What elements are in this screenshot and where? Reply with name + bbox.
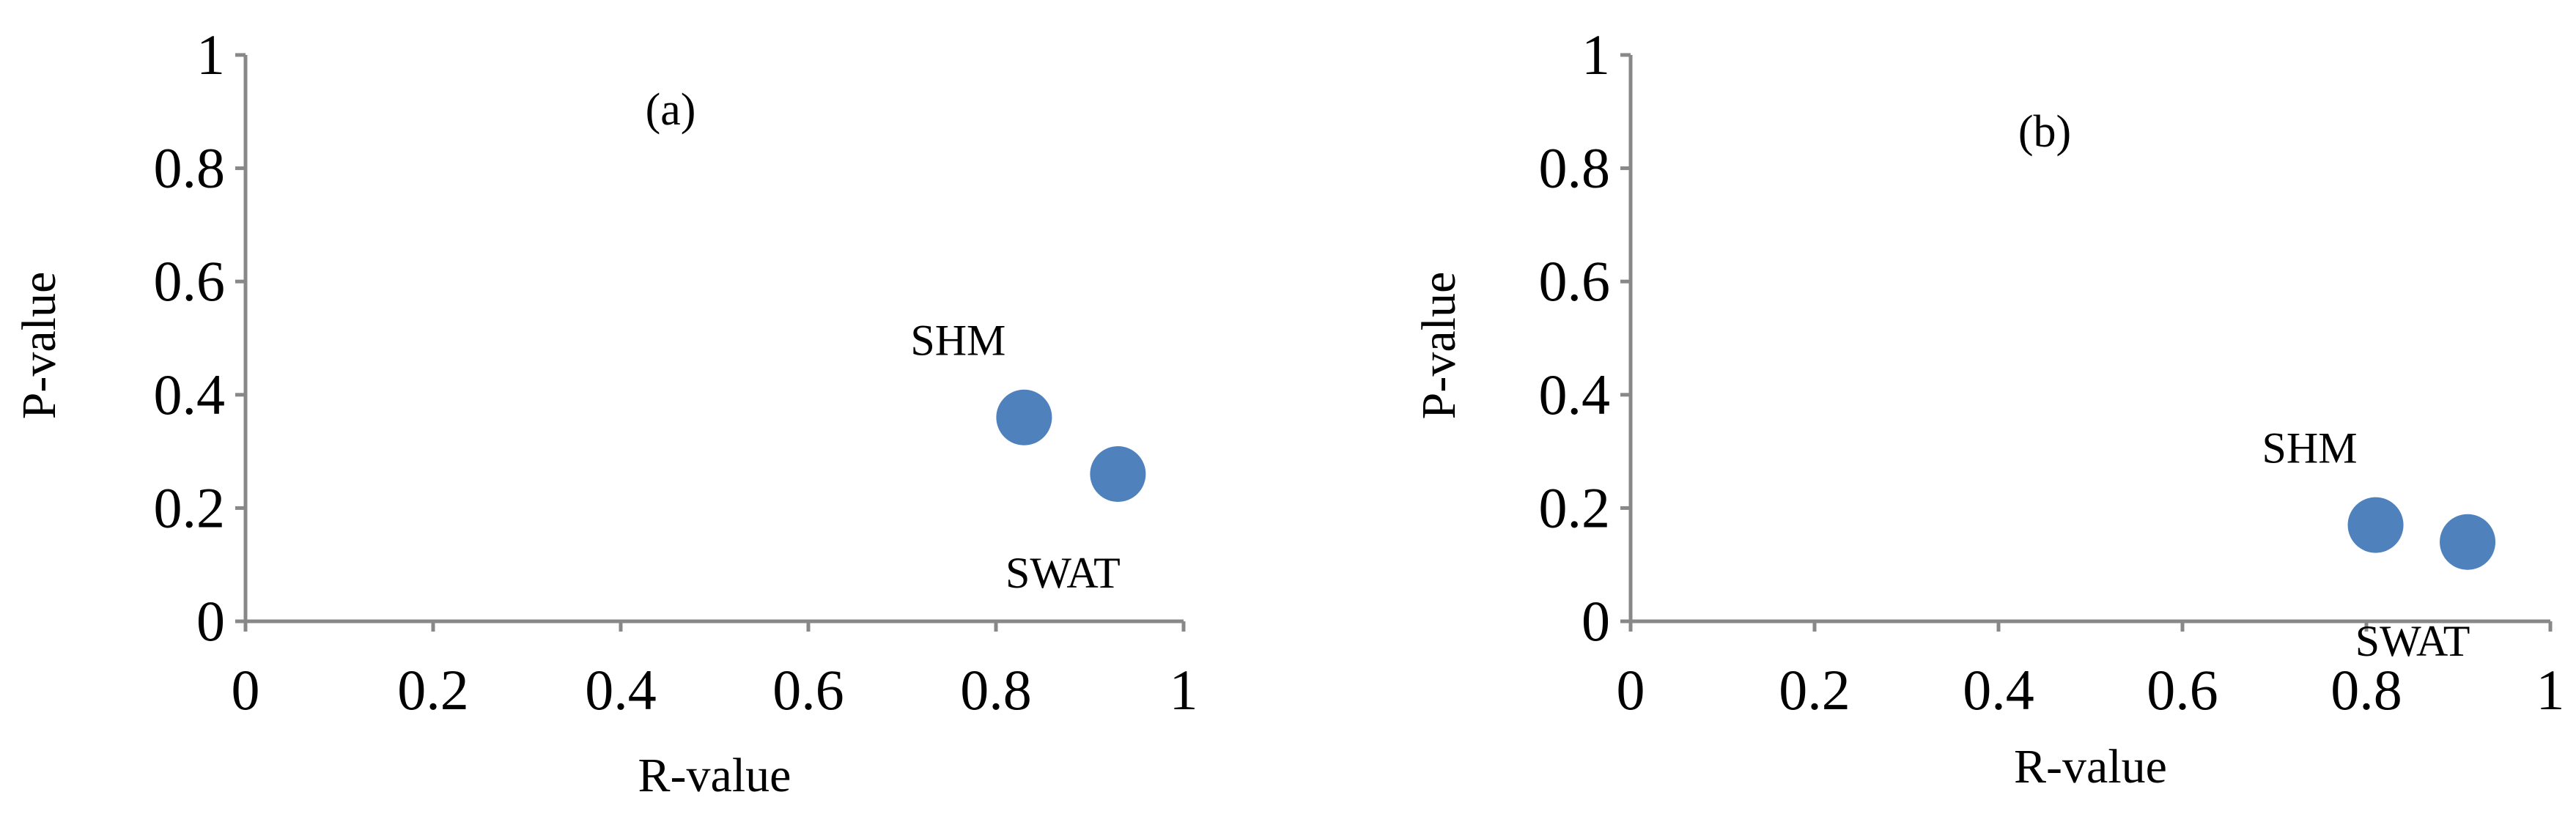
panel-label: (a): [646, 85, 696, 135]
y-axis-title: P-value: [12, 272, 66, 420]
x-tick-label: 1: [1170, 658, 1198, 722]
scatter-panel-a: 0 0.2 0.4 0.6 0.8 1 0 0.2 0.4 0.6 0.8 1 R-value P-val…: [12, 23, 1198, 802]
y-tick-label: 0.2: [154, 476, 226, 539]
point-label-swat: SWAT: [1005, 549, 1121, 597]
data-point-swat: [1090, 446, 1146, 503]
scatter-panel-b: 0 0.2 0.4 0.6 0.8 1 0 0.2 0.4 0.6 0.8 1 R-value P-val…: [1412, 23, 2565, 793]
y-axis-title: P-value: [1412, 272, 1466, 420]
x-tick-label: 0.2: [397, 658, 469, 722]
data-point-shm: [996, 389, 1052, 445]
x-tick-label: 1: [2536, 658, 2565, 722]
y-tick-label: 0.8: [1539, 136, 1611, 200]
x-axis-title: R-value: [2014, 740, 2167, 793]
point-label-shm: SHM: [2262, 424, 2358, 473]
y-tick-label: 0.2: [1539, 476, 1611, 539]
x-tick-label: 0.4: [1963, 658, 2034, 722]
data-point-swat: [2440, 514, 2496, 570]
y-tick-label: 0.8: [154, 136, 226, 200]
x-tick-label: 0.4: [585, 658, 657, 722]
x-tick-label: 0.2: [1779, 658, 1850, 722]
x-tick-label: 0.6: [772, 658, 844, 722]
point-label-shm: SHM: [910, 317, 1005, 365]
x-tick-label: 0: [1617, 658, 1645, 722]
y-tick-label: 1: [196, 23, 225, 86]
y-tick-label: 1: [1582, 23, 1610, 86]
x-tick-label: 0: [232, 658, 260, 722]
data-point-shm: [2347, 497, 2404, 553]
y-tick-label: 0: [196, 589, 225, 653]
y-tick-label: 0.6: [154, 249, 226, 313]
y-tick-label: 0.4: [1539, 363, 1611, 426]
y-tick-label: 0.6: [1539, 249, 1611, 313]
point-label-swat: SWAT: [2355, 617, 2470, 665]
y-tick-label: 0.4: [154, 363, 226, 426]
x-tick-label: 0.6: [2147, 658, 2218, 722]
x-tick-label: 0.8: [960, 658, 1032, 722]
x-tick-label: 0.8: [2330, 658, 2402, 722]
x-axis-title: R-value: [638, 749, 791, 802]
panel-label: (b): [2018, 107, 2071, 157]
y-tick-label: 0: [1582, 589, 1610, 653]
